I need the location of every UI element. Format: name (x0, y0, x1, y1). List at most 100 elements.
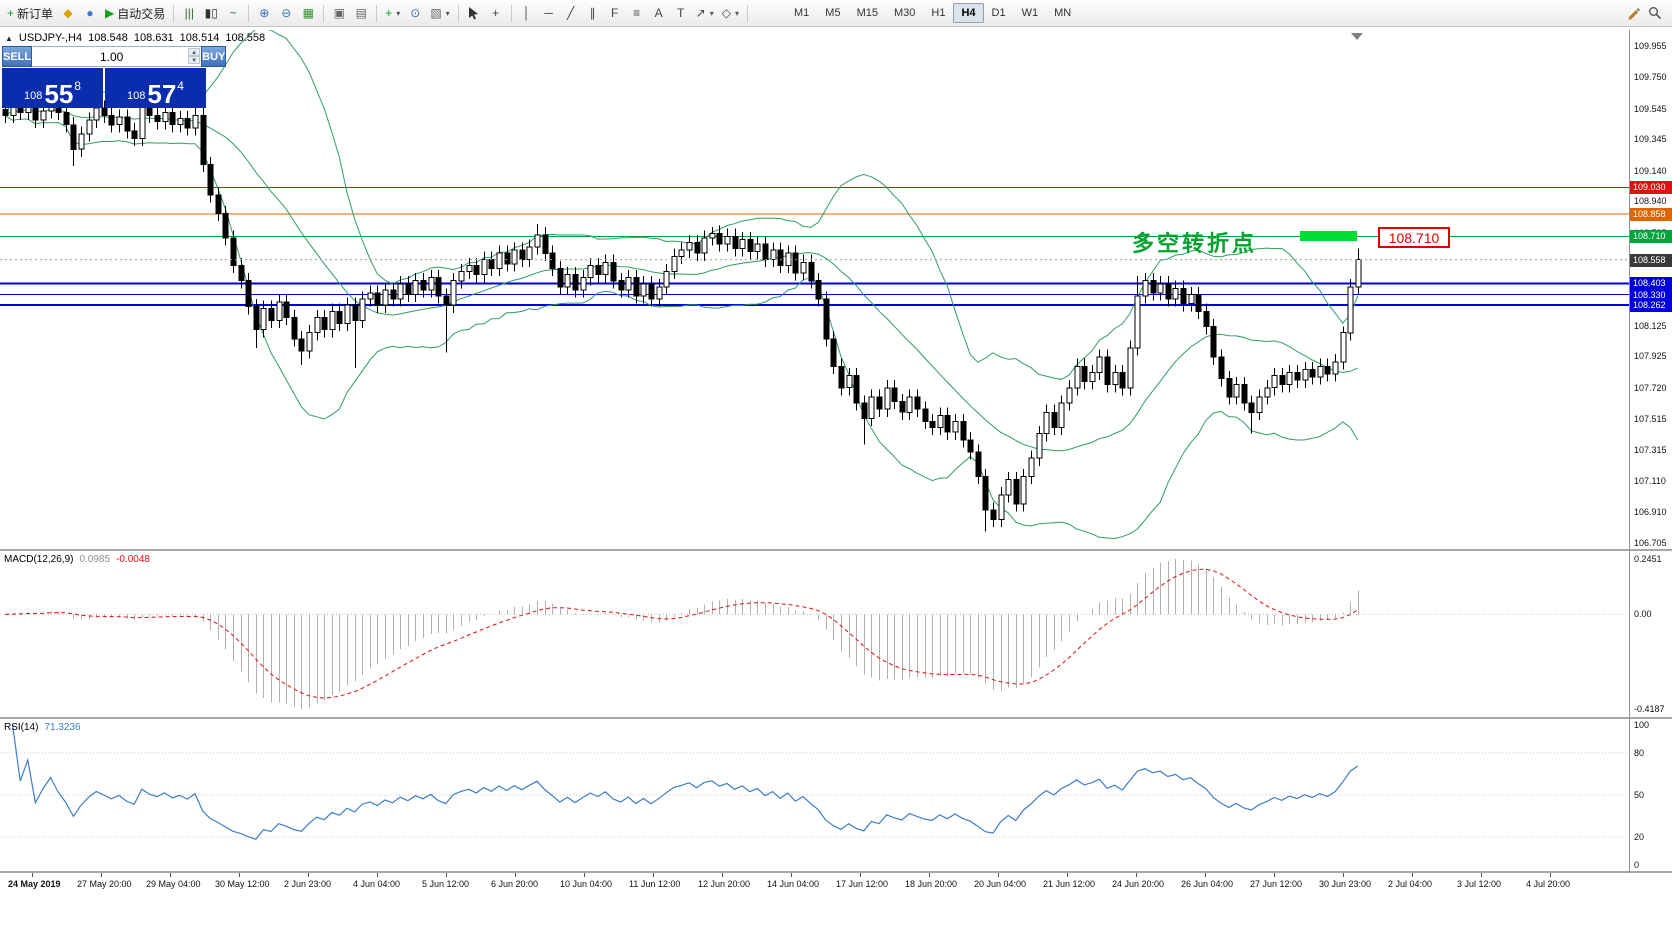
levels-button[interactable]: ≡ (626, 3, 648, 24)
cascade-windows-button[interactable]: ▤ (350, 3, 372, 24)
panel-resize-divider[interactable] (0, 717, 1672, 719)
hline-price-label: 108.858 (1630, 208, 1672, 221)
panel-resize-divider[interactable] (0, 549, 1672, 551)
zoom-out-button[interactable]: ⊖ (275, 3, 297, 24)
shapes-button[interactable]: ◇ ▾ (718, 3, 743, 24)
zoom-in-button[interactable]: ⊕ (253, 3, 275, 24)
grid-button[interactable]: ▦ (297, 3, 319, 24)
price-chart-plot[interactable]: ▲ USDJPY-,H4 108.548 108.631 108.514 108… (0, 30, 1630, 549)
highlight-rectangle[interactable] (1300, 231, 1357, 241)
navigator-button[interactable]: ⊙ (404, 3, 426, 24)
toolbar-separator (747, 4, 748, 22)
time-tick (998, 873, 999, 877)
label-button[interactable]: T (670, 3, 692, 24)
time-label: 4 Jul 20:00 (1526, 879, 1571, 889)
time-label: 5 Jun 12:00 (422, 879, 470, 889)
current-price-label: 108.558 (1630, 254, 1672, 267)
time-tick (860, 873, 861, 877)
panel-resize-divider[interactable] (0, 871, 1672, 873)
indicators-button[interactable]: + ▾ (381, 3, 404, 24)
channel-icon: ∥ (589, 6, 596, 20)
charts-button[interactable]: ◆ (57, 3, 79, 24)
timeframe-m15-button[interactable]: M15 (856, 7, 878, 19)
bollinger-upper-band (4, 30, 1359, 380)
chart-annotation-text[interactable]: 多空转折点 (1132, 231, 1258, 256)
price-axis[interactable]: 109.955 109.750 109.545 109.345 109.140 108.9… (1630, 0, 1672, 947)
rsi-panel[interactable]: RSI(14) 71.3236 (0, 719, 1630, 871)
text-button[interactable]: A (648, 3, 670, 24)
vertical-line-button[interactable]: │ (516, 3, 538, 24)
buy-button[interactable]: BUY (201, 46, 227, 67)
arrows-button[interactable]: ↗ ▾ (692, 3, 718, 24)
line-chart-button[interactable]: ~ (222, 3, 244, 24)
rsi-line (12, 724, 1359, 841)
time-label: 4 Jun 04:00 (353, 879, 401, 889)
sell-button[interactable]: SELL (2, 46, 33, 67)
crosshair-button[interactable]: + (485, 3, 507, 24)
time-tick (653, 873, 654, 877)
cursor-button[interactable] (463, 3, 485, 24)
price-tick-label: 109.140 (1634, 166, 1667, 176)
autotrading-button[interactable]: ▶ 自动交易 (101, 3, 169, 24)
hline-price-label: 108.262 (1630, 299, 1672, 312)
timeframe-m30-button[interactable]: M30 (893, 7, 916, 19)
buy-price-display[interactable]: 108 57 4 (105, 68, 206, 108)
sell-price-display[interactable]: 108 55 8 (2, 68, 103, 108)
timeframe-h4-button[interactable]: H4 (953, 3, 984, 23)
magnifier-icon (1648, 6, 1662, 20)
bollinger-lower-band (4, 115, 1359, 540)
axis-border-line (1629, 30, 1630, 873)
macd-panel[interactable]: MACD(12,26,9) 0.0985 -0.0048 (0, 551, 1630, 717)
bar-chart-button[interactable]: ||| (178, 3, 200, 24)
fibonacci-button[interactable]: F (604, 3, 626, 24)
toolbar-separator (323, 4, 325, 22)
price-tick-label: 107.315 (1634, 445, 1667, 455)
macd-main-value: 0.0985 (79, 554, 111, 565)
volume-spinner: ▲ ▼ (188, 48, 201, 64)
price-tick-label: 107.720 (1634, 383, 1667, 393)
timeframe-toolbar: M1 M5 M15 M30 H1 H4 D1 W1 MN (786, 3, 1079, 23)
volume-increase-button[interactable]: ▲ (188, 48, 201, 56)
price-tick-label: 106.910 (1634, 507, 1667, 517)
trendline-button[interactable]: ╱ (560, 3, 582, 24)
time-tick (1481, 873, 1482, 877)
timeframe-h1-button[interactable]: H1 (931, 7, 946, 19)
time-tick (101, 873, 102, 877)
templates-button[interactable]: ▧ ▾ (426, 3, 453, 24)
timeframe-d1-button[interactable]: D1 (991, 7, 1006, 19)
timeframe-m5-button[interactable]: M5 (825, 7, 841, 19)
candlestick-chart-button[interactable]: ▮▯ (200, 3, 222, 24)
time-label: 24 May 2019 (8, 879, 61, 889)
navigator-icon: ⊙ (410, 6, 421, 20)
volume-decrease-button[interactable]: ▼ (188, 56, 201, 64)
dropdown-caret-icon: ▾ (445, 8, 450, 18)
chart-shift-marker[interactable] (1351, 33, 1363, 40)
edit-button[interactable] (1622, 3, 1644, 24)
volume-input[interactable] (32, 47, 202, 66)
autotrading-button-label: 自动交易 (117, 6, 166, 21)
time-tick (515, 873, 516, 877)
time-label: 27 May 20:00 (77, 879, 132, 889)
market-watch-button[interactable]: ● (79, 3, 101, 24)
horizontal-line-icon: ─ (544, 6, 553, 20)
low-value: 108.514 (179, 32, 220, 44)
tile-windows-button[interactable]: ▣ (328, 3, 350, 24)
channel-button[interactable]: ∥ (582, 3, 604, 24)
timeframe-mn-button[interactable]: MN (1054, 7, 1072, 19)
timeframe-m1-button[interactable]: M1 (794, 7, 810, 19)
time-tick (1274, 873, 1275, 877)
grid-icon: ▦ (302, 6, 314, 20)
timeframe-w1-button[interactable]: W1 (1021, 7, 1039, 19)
rsi-indicator-label: RSI(14) 71.3236 (4, 722, 81, 733)
price-callout-label[interactable]: 108.710 (1378, 227, 1450, 248)
time-label: 30 May 12:00 (215, 879, 270, 889)
time-tick (584, 873, 585, 877)
search-button[interactable] (1644, 3, 1666, 24)
time-label: 21 Jun 12:00 (1043, 879, 1096, 889)
one-click-collapse-toggle[interactable]: ▲ (5, 33, 13, 43)
time-axis[interactable]: 24 May 2019 27 May 20:00 29 May 04:00 30 Ma… (0, 873, 1672, 893)
sell-price-main: 55 (44, 78, 74, 109)
macd-svg (0, 559, 1630, 709)
horizontal-line-button[interactable]: ─ (538, 3, 560, 24)
new-order-button[interactable]: + 新订单 (3, 3, 57, 24)
